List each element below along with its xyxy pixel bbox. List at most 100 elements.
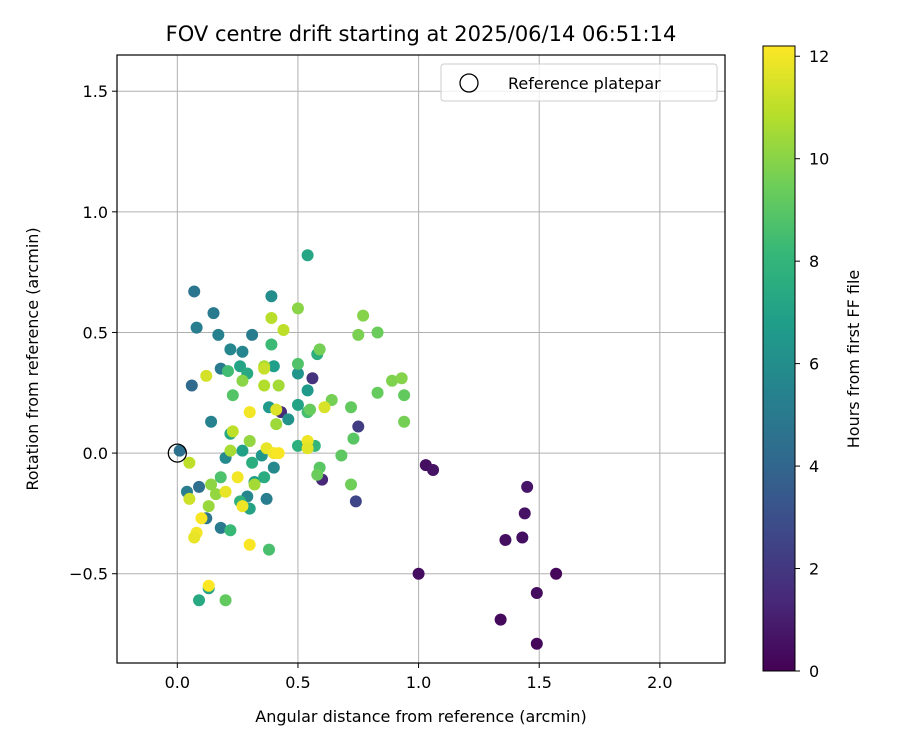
- data-point: [224, 444, 237, 457]
- colorbar-tick-label: 8: [809, 252, 819, 271]
- data-point: [226, 389, 239, 402]
- data-point: [202, 579, 215, 592]
- data-point: [335, 449, 348, 462]
- x-tick-label: 1.0: [406, 673, 431, 692]
- data-point: [277, 324, 290, 337]
- data-point: [221, 365, 234, 378]
- data-point: [347, 432, 360, 445]
- data-point: [185, 379, 198, 392]
- data-point: [258, 362, 271, 375]
- y-tick-label: 0.0: [83, 444, 108, 463]
- x-tick-label: 2.0: [647, 673, 672, 692]
- reference-marker-layer: [167, 443, 187, 463]
- data-point: [209, 488, 222, 501]
- data-point: [550, 567, 563, 580]
- x-tick-label: 0.5: [285, 673, 310, 692]
- data-point: [236, 444, 249, 457]
- data-point: [188, 531, 201, 544]
- x-tick-label: 1.5: [526, 673, 551, 692]
- colorbar-tick-label: 2: [809, 560, 819, 579]
- data-point: [291, 302, 304, 315]
- data-point: [258, 379, 271, 392]
- data-point: [306, 372, 319, 385]
- y-tick-label: 1.0: [83, 203, 108, 222]
- data-point: [263, 543, 275, 556]
- data-point: [272, 447, 285, 460]
- data-point: [530, 637, 543, 650]
- data-point: [282, 413, 295, 426]
- data-point: [207, 307, 220, 320]
- data-point: [258, 471, 271, 484]
- colorbar-tick-label: 0: [809, 662, 819, 681]
- data-point: [291, 398, 304, 411]
- data-point: [518, 507, 531, 520]
- colorbar-ticks: 0 2 4 6 8 10 12: [795, 47, 829, 681]
- data-point: [516, 531, 529, 544]
- data-point: [202, 500, 215, 513]
- data-point: [345, 401, 358, 414]
- legend-box: [440, 63, 718, 102]
- data-point: [398, 389, 411, 402]
- data-point: [267, 360, 280, 373]
- data-point: [494, 613, 507, 626]
- data-point: [265, 290, 278, 303]
- data-point: [349, 495, 362, 508]
- colorbar-label: Hours from first FF file: [844, 270, 863, 449]
- data-point: [270, 418, 283, 431]
- colorbar-frame: [762, 45, 796, 672]
- plot-frame: [116, 54, 726, 664]
- data-point: [521, 480, 534, 493]
- data-point: [386, 374, 399, 387]
- data-point: [224, 343, 237, 356]
- data-point: [205, 415, 218, 428]
- data-point: [231, 471, 244, 484]
- data-point: [214, 471, 227, 484]
- data-point: [214, 521, 227, 534]
- data-point: [183, 456, 196, 469]
- data-point: [395, 372, 408, 385]
- data-point: [246, 456, 259, 469]
- data-point: [412, 567, 425, 580]
- data-point: [357, 309, 370, 322]
- data-point: [236, 374, 249, 387]
- data-point: [193, 480, 206, 493]
- colorbar-tick-label: 4: [809, 457, 819, 476]
- reference-point-marker: [167, 443, 187, 463]
- data-point: [212, 328, 225, 341]
- colorbar-tick-label: 6: [809, 355, 819, 374]
- data-point: [226, 425, 239, 438]
- data-point: [246, 328, 259, 341]
- data-point: [219, 594, 232, 607]
- y-tick-label: 1.5: [83, 82, 108, 101]
- data-point: [272, 379, 285, 392]
- data-point: [499, 533, 512, 546]
- x-tick-label: 0.0: [165, 673, 190, 692]
- colorbar-gradient: [763, 46, 795, 671]
- data-point: [183, 492, 196, 505]
- data-point: [304, 403, 317, 416]
- data-point: [236, 345, 249, 358]
- data-point: [318, 401, 331, 414]
- legend-marker-icon: [459, 73, 479, 93]
- data-point: [265, 338, 278, 351]
- data-point: [243, 538, 256, 551]
- data-point: [301, 249, 314, 262]
- data-point: [224, 524, 237, 537]
- data-point: [248, 478, 261, 491]
- data-points: [173, 249, 563, 650]
- data-point: [243, 435, 256, 448]
- data-point: [352, 420, 365, 433]
- chart-title: FOV centre drift starting at 2025/06/14 …: [166, 22, 677, 46]
- data-point: [311, 468, 324, 481]
- data-point: [291, 439, 304, 452]
- data-point: [200, 369, 213, 382]
- data-point: [173, 444, 186, 457]
- data-point: [270, 403, 283, 416]
- data-point: [236, 500, 249, 513]
- data-point: [313, 343, 326, 356]
- data-point: [205, 478, 218, 491]
- data-point: [188, 285, 201, 298]
- y-tick-label: −0.5: [69, 565, 108, 584]
- data-point: [195, 512, 208, 525]
